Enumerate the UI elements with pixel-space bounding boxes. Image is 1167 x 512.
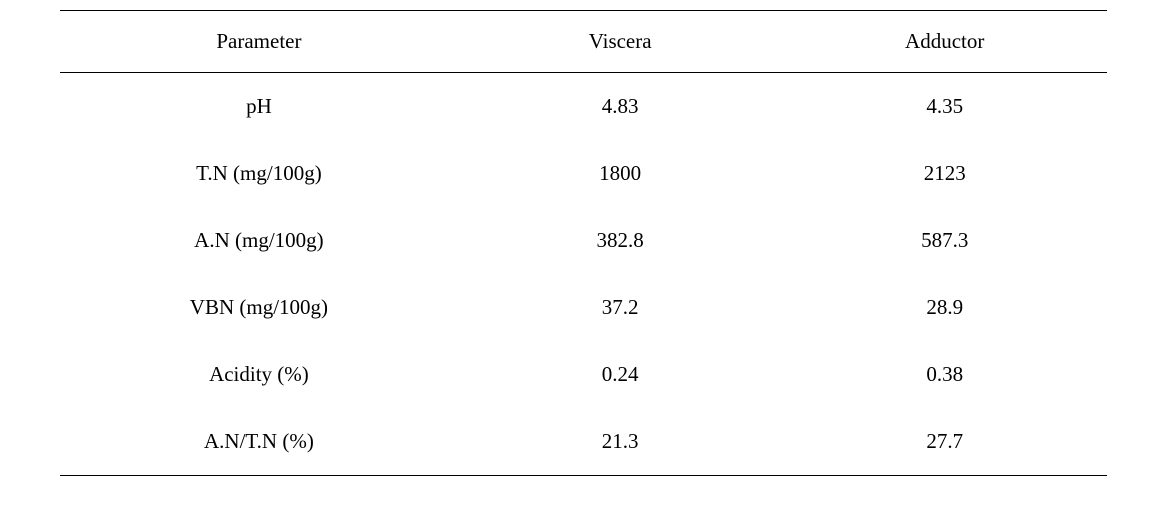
data-table: Parameter Viscera Adductor pH 4.83 4.35 … [60, 10, 1107, 476]
cell-adductor: 27.7 [782, 408, 1107, 476]
table-row: VBN (mg/100g) 37.2 28.9 [60, 274, 1107, 341]
cell-viscera: 37.2 [458, 274, 783, 341]
cell-adductor: 0.38 [782, 341, 1107, 408]
cell-viscera: 382.8 [458, 207, 783, 274]
cell-adductor: 28.9 [782, 274, 1107, 341]
cell-parameter: A.N/T.N (%) [60, 408, 458, 476]
cell-parameter: pH [60, 73, 458, 141]
cell-viscera: 0.24 [458, 341, 783, 408]
column-header-parameter: Parameter [60, 11, 458, 73]
cell-viscera: 4.83 [458, 73, 783, 141]
column-header-adductor: Adductor [782, 11, 1107, 73]
table-row: pH 4.83 4.35 [60, 73, 1107, 141]
table-row: A.N/T.N (%) 21.3 27.7 [60, 408, 1107, 476]
cell-parameter: A.N (mg/100g) [60, 207, 458, 274]
cell-adductor: 2123 [782, 140, 1107, 207]
cell-adductor: 4.35 [782, 73, 1107, 141]
cell-adductor: 587.3 [782, 207, 1107, 274]
data-table-container: Parameter Viscera Adductor pH 4.83 4.35 … [0, 0, 1167, 486]
table-row: A.N (mg/100g) 382.8 587.3 [60, 207, 1107, 274]
table-row: Acidity (%) 0.24 0.38 [60, 341, 1107, 408]
cell-parameter: VBN (mg/100g) [60, 274, 458, 341]
cell-viscera: 1800 [458, 140, 783, 207]
table-header-row: Parameter Viscera Adductor [60, 11, 1107, 73]
cell-parameter: T.N (mg/100g) [60, 140, 458, 207]
column-header-viscera: Viscera [458, 11, 783, 73]
table-row: T.N (mg/100g) 1800 2123 [60, 140, 1107, 207]
cell-viscera: 21.3 [458, 408, 783, 476]
cell-parameter: Acidity (%) [60, 341, 458, 408]
